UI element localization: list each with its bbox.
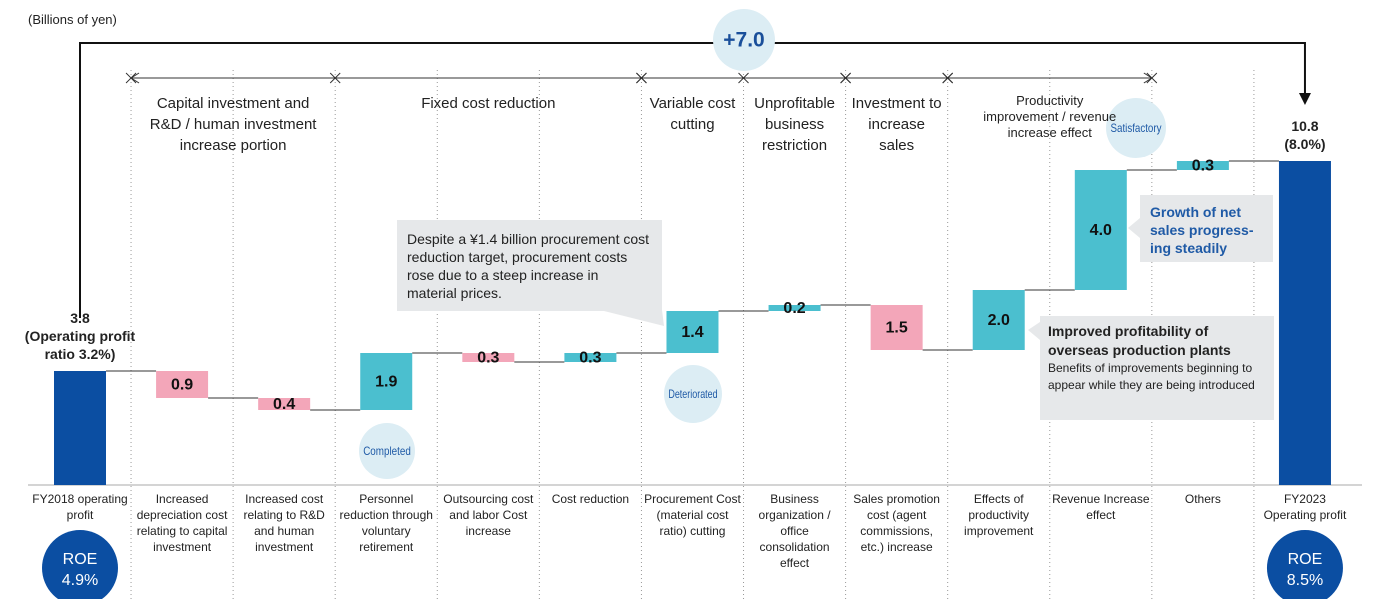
bar [972,290,1025,350]
roe-value: 4.9% [62,572,98,589]
roe-title: ROE [1288,551,1323,568]
total-label: 10.8 (8.0%) [1245,117,1365,153]
callout: Growth of net sales progress-ing steadil… [1140,195,1273,262]
x-tick-label: Effects of productivity improvement [964,492,1034,538]
value-note: (Operating profit ratio 3.2%) [24,328,136,362]
bar [564,353,617,362]
group-label: Unprofitable business restriction [754,95,835,154]
x-tick-label: Business organization / office consolida… [758,492,831,570]
bar [1176,161,1229,170]
status-label: Deteriorated [668,387,717,401]
x-tick-label: FY2018 operating profit [32,492,128,522]
roe-badge [42,530,118,599]
x-tick-label: FY2023 Operating profit [1263,492,1347,522]
bar [870,305,923,350]
value-label: 0.2 [783,300,805,317]
x-tick-label: Revenue Increase effect [1052,492,1150,522]
bar [156,371,209,398]
callout-pointer [1028,322,1040,340]
group-divider [329,72,341,84]
value-label: 0.3 [477,350,499,367]
bar [360,353,413,410]
bar [54,371,106,485]
value-label: 1.9 [375,374,397,391]
x-tick-label: Others [1184,492,1221,506]
value-label: 2.0 [988,312,1010,329]
value-label: 0.9 [171,377,193,394]
unit-label: (Billions of yen) [28,12,117,27]
group-divider [125,72,137,84]
group-label: Productivity improvement / revenue incre… [983,93,1117,140]
group-label: Variable cost cutting [649,95,736,133]
callout-pointer [1128,218,1140,238]
bar [1278,161,1331,485]
bar [462,353,515,362]
value-label: 10.8 [1291,118,1319,134]
bar [666,311,719,353]
bar [1074,170,1127,290]
callout-text: Benefits of improvements beginning to ap… [1048,361,1255,392]
callout: Improved profitability of overseas produ… [1040,316,1274,420]
value-note: (8.0%) [1284,136,1326,152]
change-bracket [79,42,1306,318]
x-tick-label: Personnel reduction through voluntary re… [339,492,433,554]
status-badge [1106,98,1166,158]
change-label: +7.0 [723,29,764,52]
status-label: Completed [363,444,411,458]
value-label: 0.3 [1192,158,1214,175]
x-tick-label: Increased cost relating to R&D and human… [243,492,325,554]
group-label: Investment to increase sales [851,95,942,154]
roe-value: 8.5% [1287,572,1323,589]
callout-text: Despite a ¥1.4 billion procurement cost … [407,231,650,301]
group-divider [1146,72,1158,84]
x-tick-label: Procurement Cost (material cost ratio) c… [644,492,741,538]
x-tick-label: Outsourcing cost and labor Cost increase [443,492,534,538]
x-tick-label: Cost reduction [551,492,630,506]
value-label: 0.3 [579,350,601,367]
group-label: Capital investment and R&D / human inves… [149,95,317,154]
bar [768,305,821,311]
bar [258,398,311,410]
roe-badge [1266,530,1343,599]
status-label: Satisfactory [1111,121,1162,135]
callout-pointer [600,310,664,326]
total-label: 3.8 (Operating profit ratio 3.2%) [20,309,140,363]
roe-title: ROE [63,551,98,568]
value-label: 4.0 [1090,222,1112,239]
group-divider [738,72,749,84]
arrow-head [1298,93,1311,105]
callout-title: Improved profitability of overseas produ… [1048,323,1231,358]
group-divider [840,72,851,84]
callout-text: Growth of net sales progress-ing steadil… [1150,204,1254,256]
value-label: 1.4 [681,324,703,341]
value-label: 0.4 [273,396,295,413]
change-badge [713,9,775,71]
status-badge [359,423,415,479]
group-divider [942,72,954,84]
x-tick-label: Sales promotion cost (agent commissions,… [853,492,940,554]
x-tick-label: Increased depreciation cost relating to … [136,492,228,554]
value-label: 1.5 [886,320,908,337]
callout: Despite a ¥1.4 billion procurement cost … [397,220,662,311]
group-label: Fixed cost reduction [421,95,556,112]
value-label: 3.8 [70,310,90,326]
group-divider [636,72,647,84]
status-badge [664,365,722,423]
